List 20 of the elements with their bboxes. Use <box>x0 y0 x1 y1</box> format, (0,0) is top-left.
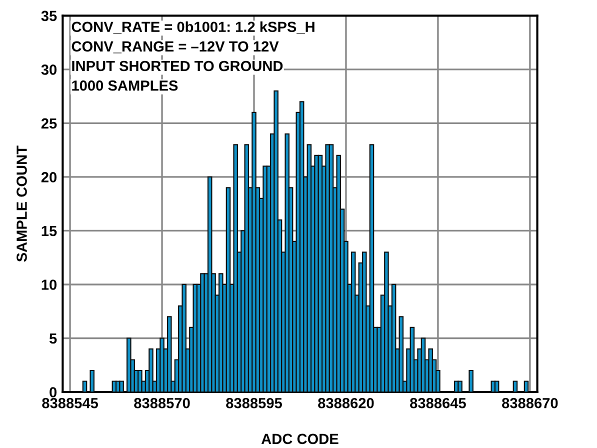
y-tick-label: 0 <box>50 387 57 398</box>
y-tick-label: 25 <box>41 118 57 129</box>
y-tick-label: 20 <box>41 172 57 182</box>
annotation: INPUT SHORTED TO GROUND <box>72 60 283 72</box>
x-tick-label: 8388620 <box>318 398 374 408</box>
y-tick-label: 10 <box>42 280 57 290</box>
x-tick-label: 8388645 <box>410 398 466 408</box>
x-tick-label: 8388545 <box>42 398 98 408</box>
annotation: 1000 SAMPLES <box>72 80 178 91</box>
x-tick-label: 8388570 <box>134 398 190 408</box>
y-tick-label: 5 <box>49 333 57 344</box>
x-tick-label: 8388670 <box>502 398 558 408</box>
y-tick-label: 30 <box>41 64 57 75</box>
y-tick-label: 15 <box>42 226 57 236</box>
x-tick-label: 8388595 <box>226 398 282 408</box>
y-tick-label: 35 <box>41 10 57 22</box>
annotation: CONV_RANGE = –12V TO 12V <box>72 41 279 54</box>
annotation: CONV_RATE = 0b1001: 1.2 kSPS_H <box>72 21 314 34</box>
x-axis-title: ADC CODE <box>261 434 338 444</box>
y-axis-title: SAMPLE COUNT <box>16 146 27 262</box>
